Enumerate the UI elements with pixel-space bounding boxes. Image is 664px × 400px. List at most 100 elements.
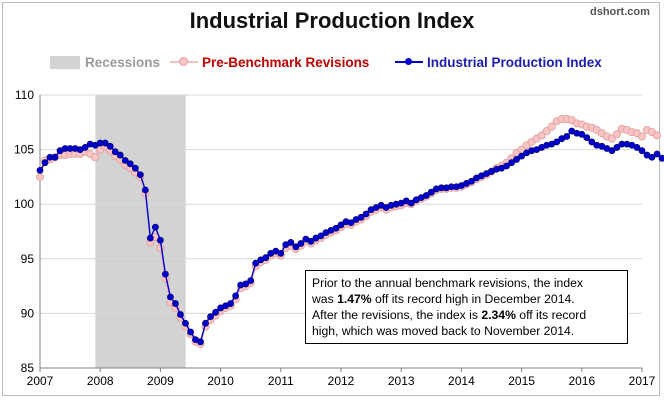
ipi-point bbox=[167, 293, 174, 301]
ipi-point bbox=[563, 133, 571, 140]
ipi-point bbox=[337, 221, 345, 229]
ipi-point bbox=[131, 164, 139, 172]
annotation-line-1: Prior to the annual benchmark revisions,… bbox=[312, 276, 583, 290]
ipi-point bbox=[242, 280, 250, 288]
ipi-point bbox=[503, 162, 510, 170]
ipi-point bbox=[126, 160, 134, 168]
ipi-point bbox=[578, 130, 586, 138]
ipi-point bbox=[583, 134, 591, 141]
annotation-value-post: 2.34% bbox=[481, 308, 516, 322]
recession-band bbox=[95, 95, 186, 368]
ipi-point bbox=[212, 308, 219, 316]
annotation-box: Prior to the annual benchmark revisions,… bbox=[305, 270, 628, 344]
pre-benchmark-point bbox=[36, 172, 45, 181]
pre-benchmark-point bbox=[156, 243, 165, 252]
legend-pre-benchmark: Pre-Benchmark Revisions bbox=[170, 52, 369, 72]
ipi-point bbox=[197, 338, 204, 346]
source-label: dshort.com bbox=[590, 6, 650, 18]
ipi-point bbox=[518, 152, 525, 160]
ipi-point bbox=[297, 240, 305, 247]
ipi-point bbox=[658, 154, 664, 162]
ipi-point bbox=[227, 300, 235, 307]
ipi-point bbox=[362, 210, 370, 218]
annotation-text: off its record bbox=[515, 308, 587, 322]
ipi-point bbox=[151, 223, 159, 231]
x-tick-label: 2014 bbox=[448, 374, 475, 388]
annotation-line-2: was 1.47% off its record high in Decembe… bbox=[312, 291, 621, 307]
ipi-point bbox=[106, 142, 114, 150]
legend-recessions-label: Recessions bbox=[85, 54, 161, 70]
ipi-point bbox=[156, 236, 164, 244]
annotation-value-pre: 1.47% bbox=[337, 292, 372, 306]
ipi-swatch bbox=[395, 56, 423, 68]
ipi-point bbox=[172, 300, 179, 307]
ipi-point bbox=[553, 138, 561, 146]
ipi-point bbox=[287, 239, 295, 246]
ipi-point bbox=[508, 159, 515, 167]
legend-ipi: Industrial Production Index bbox=[395, 52, 602, 72]
y-tick-label: 85 bbox=[21, 361, 35, 375]
x-tick-label: 2013 bbox=[388, 374, 415, 388]
ipi-point bbox=[41, 159, 49, 167]
ipi-point bbox=[307, 237, 315, 245]
ipi-point bbox=[277, 249, 285, 257]
ipi-point bbox=[136, 171, 144, 179]
ipi-point bbox=[513, 156, 520, 163]
x-tick-label: 2011 bbox=[268, 374, 294, 388]
x-tick-label: 2017 bbox=[629, 374, 656, 388]
ipi-point bbox=[36, 166, 44, 174]
x-tick-label: 2012 bbox=[328, 374, 355, 388]
ipi-point bbox=[357, 213, 365, 221]
x-tick-label: 2010 bbox=[207, 374, 234, 388]
ipi-point bbox=[422, 192, 430, 199]
ipi-point bbox=[468, 177, 475, 185]
chart-title: Industrial Production Index bbox=[189, 8, 475, 33]
ipi-point bbox=[187, 328, 194, 336]
ipi-point bbox=[121, 157, 129, 164]
pre-benchmark-point bbox=[542, 127, 551, 136]
pre-benchmark-point bbox=[612, 130, 621, 139]
annotation-line-3: After the revisions, the index is 2.34% … bbox=[312, 307, 621, 323]
recession-swatch bbox=[50, 55, 80, 69]
ipi-point bbox=[141, 186, 149, 194]
pre-benchmark-swatch bbox=[170, 56, 198, 68]
ipi-point bbox=[588, 138, 596, 146]
pre-benchmark-point bbox=[91, 153, 100, 162]
ipi-point bbox=[638, 147, 646, 155]
ipi-point bbox=[116, 151, 124, 159]
ipi-point bbox=[81, 144, 89, 151]
ipi-point bbox=[613, 144, 621, 151]
pre-benchmark-point bbox=[607, 134, 616, 143]
ipi-point bbox=[247, 277, 255, 285]
ipi-point bbox=[207, 313, 214, 321]
ipi-point bbox=[51, 153, 59, 161]
legend-ipi-label: Industrial Production Index bbox=[427, 54, 602, 70]
y-tick-label: 110 bbox=[15, 88, 34, 102]
y-tick-label: 95 bbox=[21, 252, 35, 266]
ipi-point bbox=[111, 148, 119, 156]
pre-benchmark-point bbox=[537, 131, 546, 140]
ipi-point bbox=[427, 188, 435, 196]
ipi-point bbox=[608, 147, 616, 155]
x-tick-label: 2016 bbox=[568, 374, 595, 388]
ipi-point bbox=[648, 153, 656, 161]
y-tick-label: 90 bbox=[21, 306, 35, 320]
ipi-point bbox=[232, 292, 240, 300]
ipi-point bbox=[146, 234, 154, 242]
ipi-point bbox=[252, 259, 260, 267]
y-tick-label: 100 bbox=[14, 197, 34, 211]
ipi-point bbox=[202, 319, 209, 327]
legend-recessions: Recessions bbox=[50, 52, 160, 72]
ipi-point bbox=[292, 243, 300, 251]
annotation-line-4: high, which was moved back to November 2… bbox=[312, 324, 575, 338]
pre-benchmark-point bbox=[547, 122, 556, 131]
legend-pre-benchmark-label: Pre-Benchmark Revisions bbox=[202, 54, 370, 70]
x-tick-label: 2015 bbox=[508, 374, 535, 388]
ipi-point bbox=[177, 311, 184, 318]
ipi-point bbox=[653, 150, 661, 158]
annotation-text: was bbox=[312, 292, 338, 306]
ipi-point bbox=[332, 224, 340, 232]
annotation-text: off its record high in December 2014. bbox=[371, 292, 575, 306]
ipi-point bbox=[101, 139, 109, 147]
